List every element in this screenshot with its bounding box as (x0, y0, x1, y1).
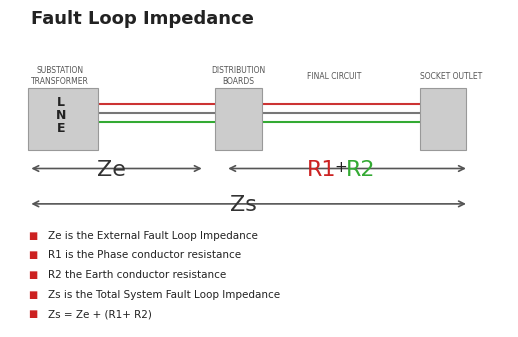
Text: N: N (56, 109, 66, 122)
Text: Ze is the External Fault Loop Impedance: Ze is the External Fault Loop Impedance (48, 231, 258, 241)
Text: ■: ■ (28, 250, 38, 261)
Text: ■: ■ (28, 309, 38, 319)
Text: Ze: Ze (97, 159, 126, 180)
Text: ■: ■ (28, 289, 38, 300)
Text: SUBSTATION
TRANSFORMER: SUBSTATION TRANSFORMER (31, 66, 89, 86)
Text: E: E (57, 122, 65, 134)
Text: R1: R1 (307, 159, 336, 180)
Text: ■: ■ (28, 231, 38, 241)
Text: Zs = Ze + (R1+ R2): Zs = Ze + (R1+ R2) (48, 309, 152, 319)
Text: DISTRIBUTION
BOARDS: DISTRIBUTION BOARDS (211, 66, 265, 86)
Text: Zs is the Total System Fault Loop Impedance: Zs is the Total System Fault Loop Impeda… (48, 289, 280, 300)
Text: R1 is the Phase conductor resistance: R1 is the Phase conductor resistance (48, 250, 241, 261)
Text: R2 the Earth conductor resistance: R2 the Earth conductor resistance (48, 270, 226, 280)
Text: Fault Loop Impedance: Fault Loop Impedance (31, 10, 254, 28)
Text: R2: R2 (346, 159, 375, 180)
Text: L: L (57, 96, 65, 109)
FancyBboxPatch shape (420, 88, 466, 150)
Text: FINAL CIRCUIT: FINAL CIRCUIT (307, 72, 361, 81)
FancyBboxPatch shape (215, 88, 262, 150)
Text: +: + (334, 160, 347, 175)
Text: Zs: Zs (230, 195, 257, 215)
FancyBboxPatch shape (28, 88, 98, 150)
Text: SOCKET OUTLET: SOCKET OUTLET (420, 72, 482, 81)
Text: ■: ■ (28, 270, 38, 280)
